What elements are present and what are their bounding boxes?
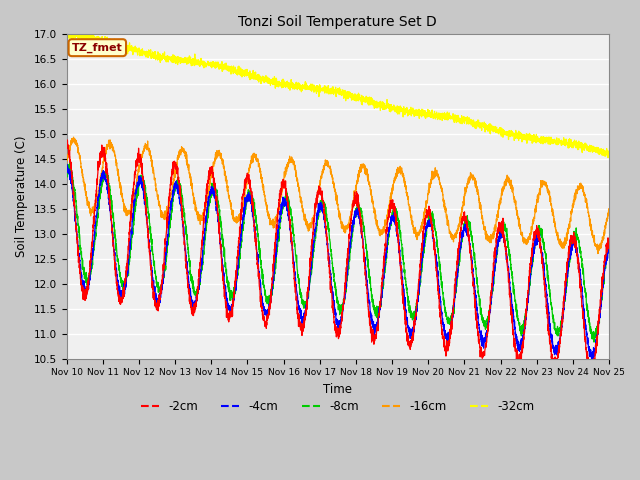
- Y-axis label: Soil Temperature (C): Soil Temperature (C): [15, 136, 28, 257]
- Title: Tonzi Soil Temperature Set D: Tonzi Soil Temperature Set D: [239, 15, 437, 29]
- Text: TZ_fmet: TZ_fmet: [72, 43, 123, 53]
- Legend: -2cm, -4cm, -8cm, -16cm, -32cm: -2cm, -4cm, -8cm, -16cm, -32cm: [136, 395, 540, 418]
- X-axis label: Time: Time: [323, 383, 352, 396]
